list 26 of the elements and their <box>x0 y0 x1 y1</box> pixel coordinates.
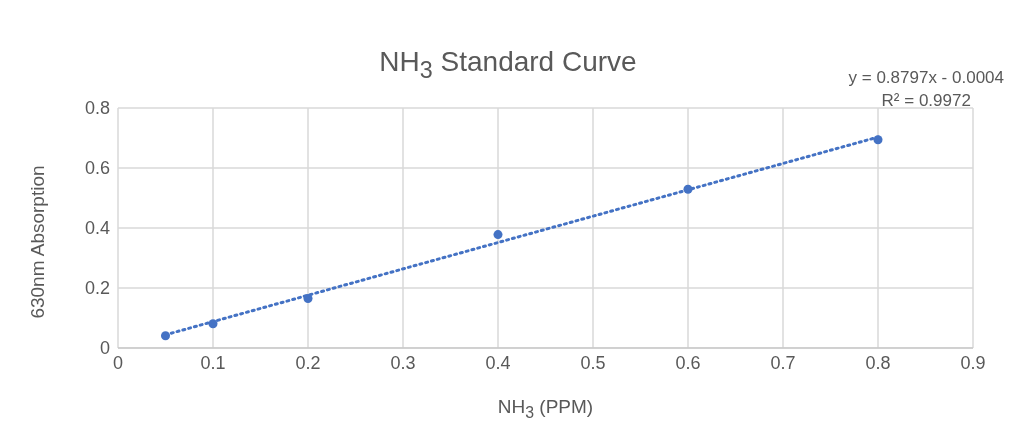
point <box>873 135 883 145</box>
point <box>160 331 171 341</box>
x-tick-label: 0.4 <box>485 352 511 373</box>
y-tick-label: 0.8 <box>84 98 110 119</box>
point <box>493 230 503 240</box>
annotation: R² = 0.9972 <box>880 90 972 112</box>
y-tick-label: 0.2 <box>84 278 110 299</box>
x-tick-label: 0.8 <box>865 352 891 373</box>
x-axis-title: NH$_{3}$ (PPM) <box>496 396 595 422</box>
x-tick-label: 0.2 <box>295 352 321 373</box>
y-tick-label: 0.6 <box>84 158 110 179</box>
x-tick-label: 0.9 <box>960 352 986 373</box>
y-tick-label: 0.4 <box>84 218 110 239</box>
y-tick-label: 0 <box>99 338 110 359</box>
x-tick-label: 0.1 <box>200 352 226 373</box>
point <box>683 184 693 194</box>
text: y = 0.8797x - 0.0004 <box>848 67 1004 89</box>
x-tick-label: 0 <box>112 352 124 373</box>
point <box>303 293 313 304</box>
x-tick-label: 0.3 <box>390 352 416 373</box>
y-axis-title: 630nm Absorption <box>27 165 49 319</box>
x-tick-label: 0.7 <box>770 352 796 373</box>
chart-title: NH$_{3}$ Standard Curve <box>379 46 637 83</box>
x-tick-label: 0.6 <box>675 352 701 373</box>
x-tick-label: 0.5 <box>580 352 606 373</box>
point <box>208 319 218 329</box>
